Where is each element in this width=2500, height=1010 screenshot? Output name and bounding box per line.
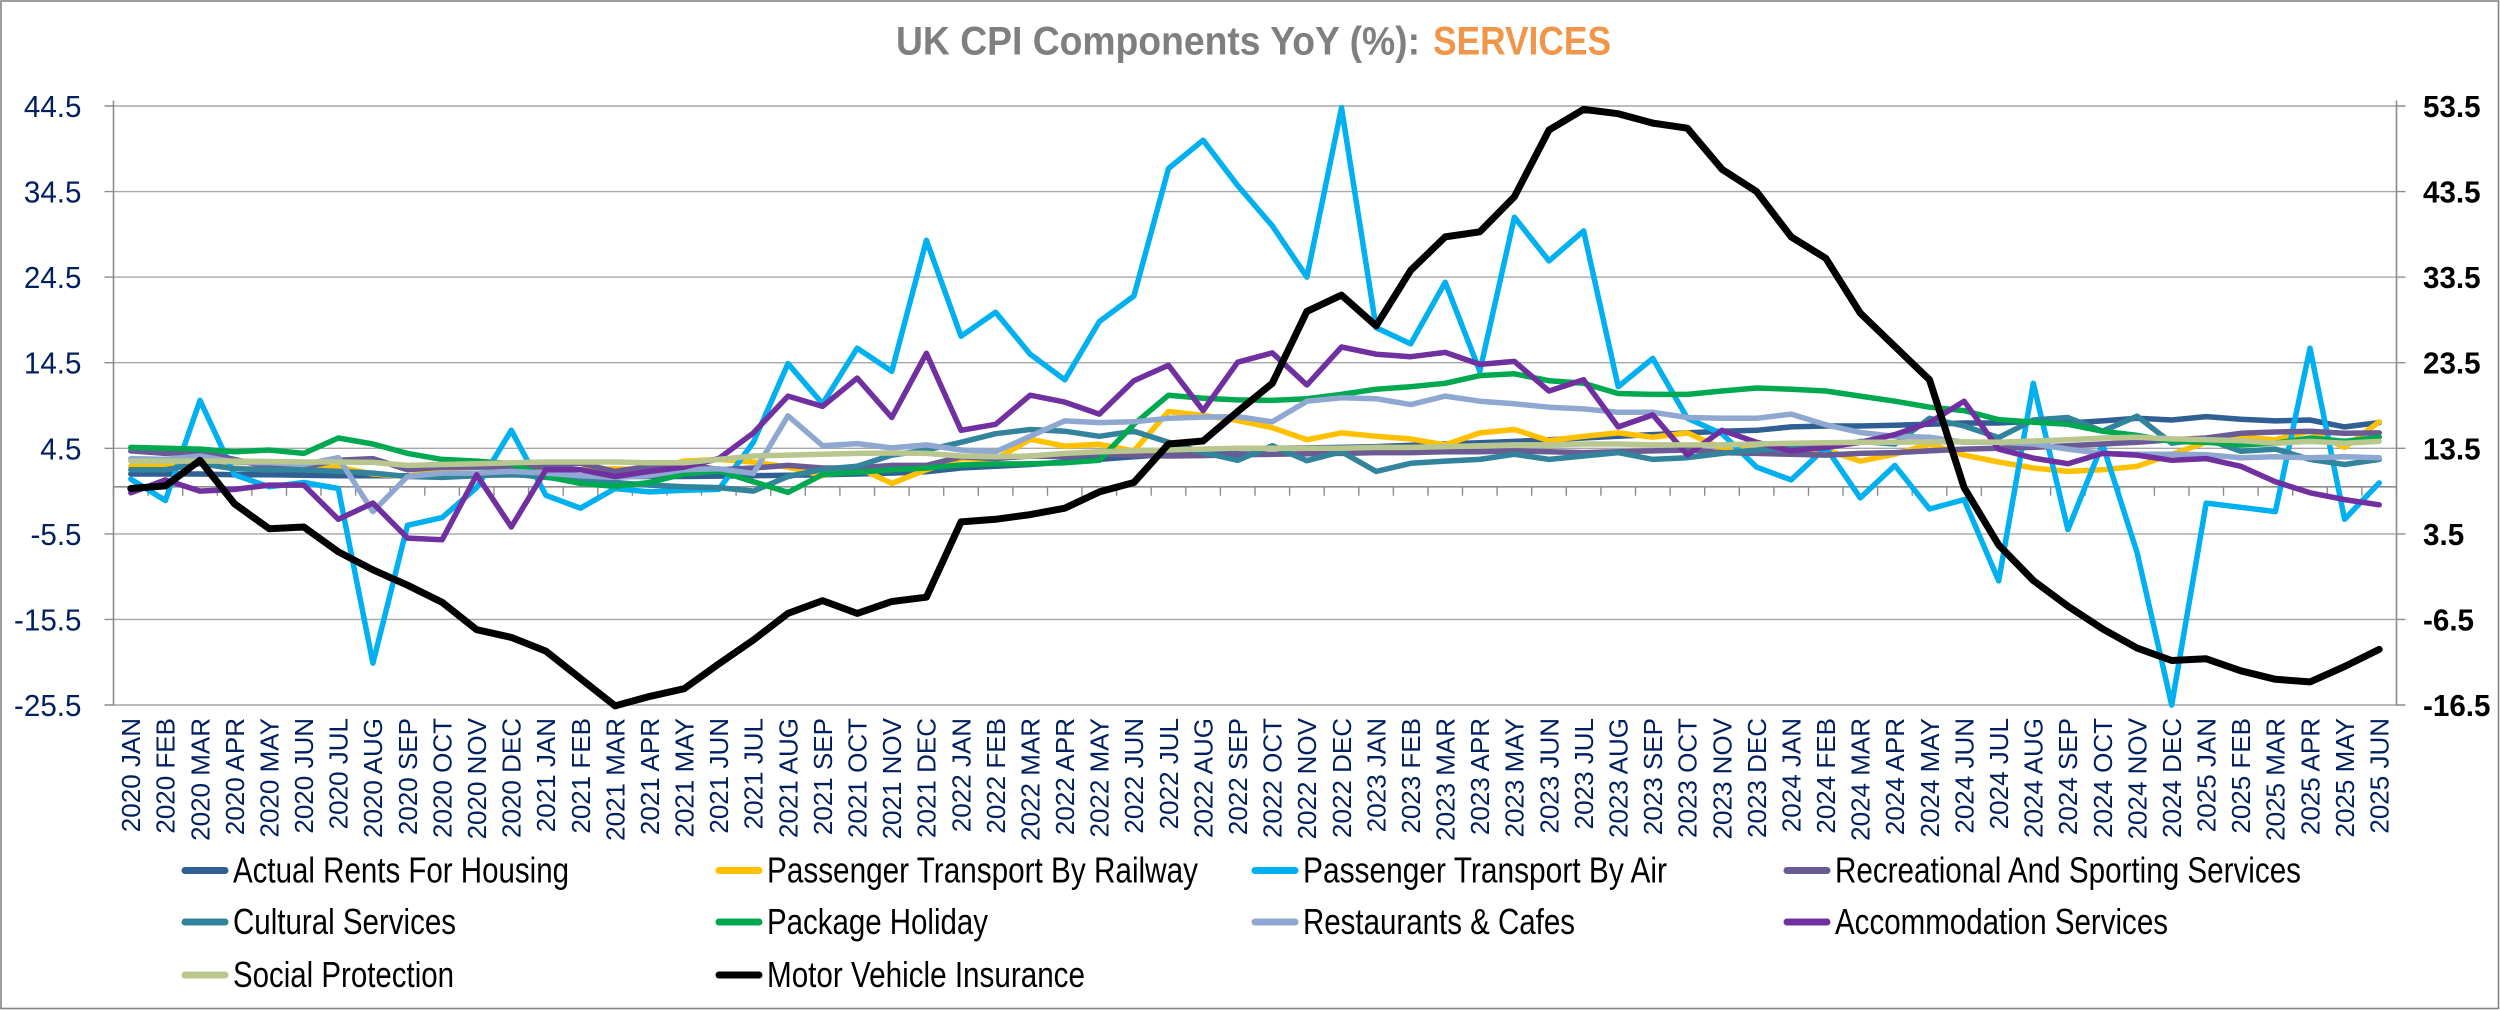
svg-text:2023 JAN: 2023 JAN (1361, 718, 1391, 832)
svg-text:2021 MAR: 2021 MAR (600, 718, 630, 841)
svg-text:Package Holiday: Package Holiday (767, 901, 988, 942)
svg-text:2023 SEP: 2023 SEP (1638, 718, 1668, 835)
svg-text:2023 MAR: 2023 MAR (1431, 718, 1461, 841)
svg-text:2020 JUN: 2020 JUN (289, 718, 319, 834)
svg-text:2023 NOV: 2023 NOV (1707, 717, 1737, 839)
svg-text:2024 NOV: 2024 NOV (2122, 717, 2152, 839)
svg-text:2021 OCT: 2021 OCT (843, 718, 873, 838)
svg-text:3.5: 3.5 (2423, 517, 2464, 552)
svg-text:2020 SEP: 2020 SEP (393, 718, 423, 835)
svg-text:53.5: 53.5 (2423, 89, 2481, 124)
svg-text:2020 JUL: 2020 JUL (324, 718, 354, 829)
svg-text:2021 MAY: 2021 MAY (670, 718, 700, 837)
svg-text:Actual Rents For Housing: Actual Rents For Housing (233, 850, 569, 891)
svg-text:2024 SEP: 2024 SEP (2053, 718, 2083, 835)
svg-text:-5.5: -5.5 (31, 517, 82, 552)
svg-text:2020 DEC: 2020 DEC (497, 718, 527, 838)
svg-text:43.5: 43.5 (2423, 175, 2481, 210)
svg-text:Cultural Services: Cultural Services (233, 901, 456, 942)
svg-text:2025 MAR: 2025 MAR (2261, 718, 2291, 841)
svg-text:2023 OCT: 2023 OCT (1673, 718, 1703, 838)
svg-text:2025 FEB: 2025 FEB (2226, 718, 2256, 834)
svg-text:2024 MAY: 2024 MAY (1915, 718, 1945, 837)
svg-text:-6.5: -6.5 (2423, 602, 2474, 637)
svg-text:2022 JAN: 2022 JAN (946, 718, 976, 832)
svg-text:2020 MAR: 2020 MAR (185, 718, 215, 841)
svg-text:2021 JUL: 2021 JUL (739, 718, 769, 829)
svg-text:44.5: 44.5 (24, 89, 82, 124)
svg-text:-16.5: -16.5 (2423, 688, 2491, 723)
svg-text:2022 JUL: 2022 JUL (1154, 718, 1184, 829)
svg-text:2022 JUN: 2022 JUN (1119, 718, 1149, 834)
svg-text:Recreational And Sporting Serv: Recreational And Sporting Services (1835, 850, 2301, 891)
svg-text:Restaurants & Cafes: Restaurants & Cafes (1303, 901, 1575, 942)
svg-text:2024 DEC: 2024 DEC (2157, 718, 2187, 838)
svg-text:2021 NOV: 2021 NOV (877, 717, 907, 839)
svg-text:2020 FEB: 2020 FEB (151, 718, 181, 834)
svg-text:13.5: 13.5 (2423, 431, 2481, 466)
svg-text:2022 OCT: 2022 OCT (1258, 718, 1288, 838)
svg-text:2020 OCT: 2020 OCT (427, 718, 457, 838)
svg-text:SERVICES: SERVICES (1433, 20, 1611, 64)
svg-text:2022 SEP: 2022 SEP (1223, 718, 1253, 835)
svg-text:2021 AUG: 2021 AUG (773, 718, 803, 838)
svg-text:2020 AUG: 2020 AUG (358, 718, 388, 838)
svg-text:2022 NOV: 2022 NOV (1292, 717, 1322, 839)
svg-text:2021 DEC: 2021 DEC (912, 718, 942, 838)
svg-text:14.5: 14.5 (24, 346, 82, 381)
svg-text:-25.5: -25.5 (14, 688, 82, 723)
svg-text:2021 JAN: 2021 JAN (531, 718, 561, 832)
svg-text:2021 JUN: 2021 JUN (704, 718, 734, 834)
svg-text:4.5: 4.5 (40, 431, 81, 466)
svg-text:2025 JAN: 2025 JAN (2192, 718, 2222, 832)
svg-text:2022 APR: 2022 APR (1050, 718, 1080, 835)
svg-text:2021 SEP: 2021 SEP (808, 718, 838, 835)
svg-text:2022 DEC: 2022 DEC (1327, 718, 1357, 838)
svg-text:2022 FEB: 2022 FEB (981, 718, 1011, 834)
svg-text:2024 JUL: 2024 JUL (1984, 718, 2014, 829)
svg-text:Social Protection: Social Protection (233, 954, 454, 995)
svg-text:2020 APR: 2020 APR (220, 718, 250, 835)
svg-text:2025 JUN: 2025 JUN (2365, 718, 2395, 834)
svg-text:2023 JUL: 2023 JUL (1569, 718, 1599, 829)
svg-text:33.5: 33.5 (2423, 260, 2481, 295)
svg-text:2023 JUN: 2023 JUN (1534, 718, 1564, 834)
svg-text:2024 APR: 2024 APR (1880, 718, 1910, 835)
svg-text:2020 NOV: 2020 NOV (462, 717, 492, 839)
svg-text:2025 MAY: 2025 MAY (2330, 718, 2360, 837)
svg-text:2024 JUN: 2024 JUN (1949, 718, 1979, 834)
svg-text:2024 FEB: 2024 FEB (1811, 718, 1841, 834)
svg-text:2023 DEC: 2023 DEC (1742, 718, 1772, 838)
svg-text:24.5: 24.5 (24, 260, 82, 295)
svg-text:2020 JAN: 2020 JAN (116, 718, 146, 832)
svg-text:2023 FEB: 2023 FEB (1396, 718, 1426, 834)
svg-text:Passenger Transport By Air: Passenger Transport By Air (1303, 850, 1667, 891)
svg-text:Passenger Transport By Railway: Passenger Transport By Railway (767, 850, 1198, 891)
svg-text:2024 AUG: 2024 AUG (2019, 718, 2049, 838)
svg-text:Accommodation Services: Accommodation Services (1835, 901, 2168, 942)
svg-text:2024 MAR: 2024 MAR (1846, 718, 1876, 841)
svg-text:UK CPI Components YoY (%):: UK CPI Components YoY (%): (896, 20, 1420, 64)
svg-text:2025 APR: 2025 APR (2295, 718, 2325, 835)
svg-text:2023 AUG: 2023 AUG (1604, 718, 1634, 838)
svg-text:2022 MAY: 2022 MAY (1085, 718, 1115, 837)
svg-text:2024 JAN: 2024 JAN (1777, 718, 1807, 832)
svg-text:2021 FEB: 2021 FEB (566, 718, 596, 834)
svg-text:2022 AUG: 2022 AUG (1188, 718, 1218, 838)
svg-text:2023 APR: 2023 APR (1465, 718, 1495, 835)
svg-text:2024 OCT: 2024 OCT (2088, 718, 2118, 838)
svg-text:2020 MAY: 2020 MAY (255, 718, 285, 837)
svg-text:2021 APR: 2021 APR (635, 718, 665, 835)
svg-text:34.5: 34.5 (24, 175, 82, 210)
svg-text:-15.5: -15.5 (14, 602, 82, 637)
svg-text:Motor Vehicle Insurance: Motor Vehicle Insurance (767, 954, 1085, 995)
svg-text:2022 MAR: 2022 MAR (1016, 718, 1046, 841)
svg-text:23.5: 23.5 (2423, 346, 2481, 381)
svg-text:2023 MAY: 2023 MAY (1500, 718, 1530, 837)
